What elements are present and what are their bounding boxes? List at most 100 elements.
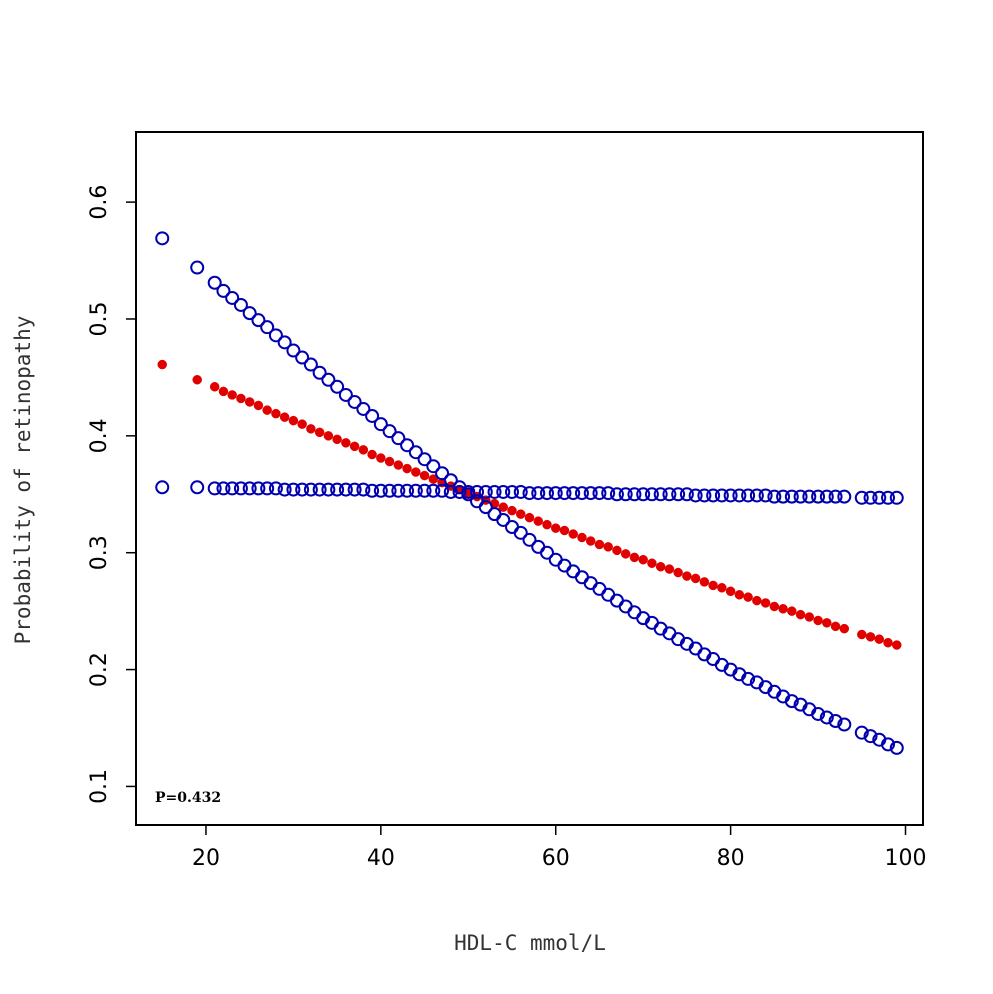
- data-point: [233, 297, 248, 312]
- data-point: [550, 523, 561, 533]
- data-point: [612, 545, 622, 556]
- data-point: [609, 593, 624, 608]
- data-point: [349, 441, 360, 452]
- data-point: [627, 487, 642, 502]
- data-point: [365, 408, 380, 423]
- data-point: [548, 552, 563, 567]
- data-point: [743, 592, 753, 602]
- data-point: [253, 400, 264, 411]
- data-point: [402, 463, 412, 474]
- data-point: [857, 629, 867, 640]
- data-point: [260, 320, 275, 335]
- data-point: [592, 581, 607, 596]
- data-point: [341, 438, 351, 448]
- data-point: [889, 490, 904, 505]
- data-point: [516, 509, 526, 519]
- data-point: [216, 283, 231, 298]
- data-point: [157, 359, 167, 370]
- data-point: [542, 519, 552, 530]
- data-point: [749, 488, 764, 503]
- data-point: [190, 480, 205, 495]
- data-point: [811, 706, 826, 721]
- data-point: [505, 519, 520, 534]
- y-axis-title: Probability of retinopathy: [11, 316, 35, 645]
- data-point: [303, 357, 318, 372]
- data-point: [568, 529, 578, 539]
- data-point: [557, 486, 572, 501]
- data-point: [452, 484, 467, 499]
- x-tick-label: 100: [885, 846, 927, 871]
- data-point: [889, 740, 904, 755]
- data-point: [813, 615, 823, 626]
- x-axis-title: HDL-C mmol/L: [454, 931, 606, 955]
- x-axis: 20 40 60 80 100: [192, 824, 927, 871]
- data-point: [393, 460, 404, 470]
- data-point: [638, 554, 648, 565]
- data-point: [190, 260, 205, 275]
- data-point: [717, 583, 727, 593]
- data-point: [539, 545, 554, 560]
- data-point: [822, 618, 832, 628]
- data-point: [531, 539, 546, 554]
- data-point: [227, 390, 237, 400]
- data-point: [218, 386, 229, 397]
- y-tick-label: 0.1: [87, 769, 112, 804]
- data-point: [566, 564, 581, 579]
- data-point: [384, 456, 395, 467]
- data-point: [795, 609, 806, 620]
- data-point: [288, 415, 299, 426]
- data-point: [603, 542, 613, 552]
- p-value-annotation: P=0.432: [155, 790, 221, 806]
- data-point: [209, 382, 220, 392]
- data-point: [347, 394, 362, 409]
- data-point: [271, 408, 281, 419]
- data-point: [758, 488, 773, 503]
- data-point: [400, 438, 415, 453]
- data-point: [400, 483, 415, 498]
- data-point: [787, 606, 797, 616]
- y-tick-label: 0.5: [87, 301, 112, 336]
- data-point: [627, 605, 642, 620]
- data-point: [496, 484, 511, 499]
- data-point: [854, 725, 869, 740]
- data-point: [819, 710, 834, 725]
- data-point: [682, 571, 692, 581]
- y-tick-label: 0.3: [87, 535, 112, 570]
- data-point: [443, 484, 458, 499]
- data-point: [498, 502, 509, 512]
- data-point: [583, 486, 598, 501]
- data-point: [376, 453, 386, 463]
- data-point: [312, 365, 327, 380]
- data-point: [192, 375, 202, 385]
- data-point: [244, 397, 255, 407]
- data-point: [330, 482, 345, 497]
- data-point: [356, 401, 371, 416]
- data-point: [286, 482, 301, 497]
- y-axis: 0.1 0.2 0.3 0.4 0.5 0.6: [87, 185, 137, 804]
- data-point: [647, 558, 657, 568]
- data-point: [426, 459, 441, 474]
- data-point: [706, 488, 721, 503]
- data-point: [295, 482, 310, 497]
- data-point: [155, 480, 170, 495]
- data-point: [881, 737, 896, 752]
- data-point: [618, 487, 633, 502]
- data-point: [784, 489, 799, 504]
- data-point: [601, 486, 616, 501]
- data-point: [690, 573, 701, 584]
- data-point: [487, 484, 502, 499]
- data-point: [671, 487, 686, 502]
- data-point: [277, 482, 292, 497]
- data-point: [618, 599, 633, 614]
- data-point: [664, 564, 675, 574]
- data-point: [382, 483, 397, 498]
- data-point: [505, 484, 520, 499]
- data-point: [574, 486, 589, 501]
- data-point: [251, 481, 266, 496]
- data-point: [347, 482, 362, 497]
- data-point: [673, 567, 683, 578]
- data-point: [373, 417, 388, 432]
- data-point: [620, 549, 631, 559]
- data-point: [679, 487, 694, 502]
- data-point: [419, 470, 430, 481]
